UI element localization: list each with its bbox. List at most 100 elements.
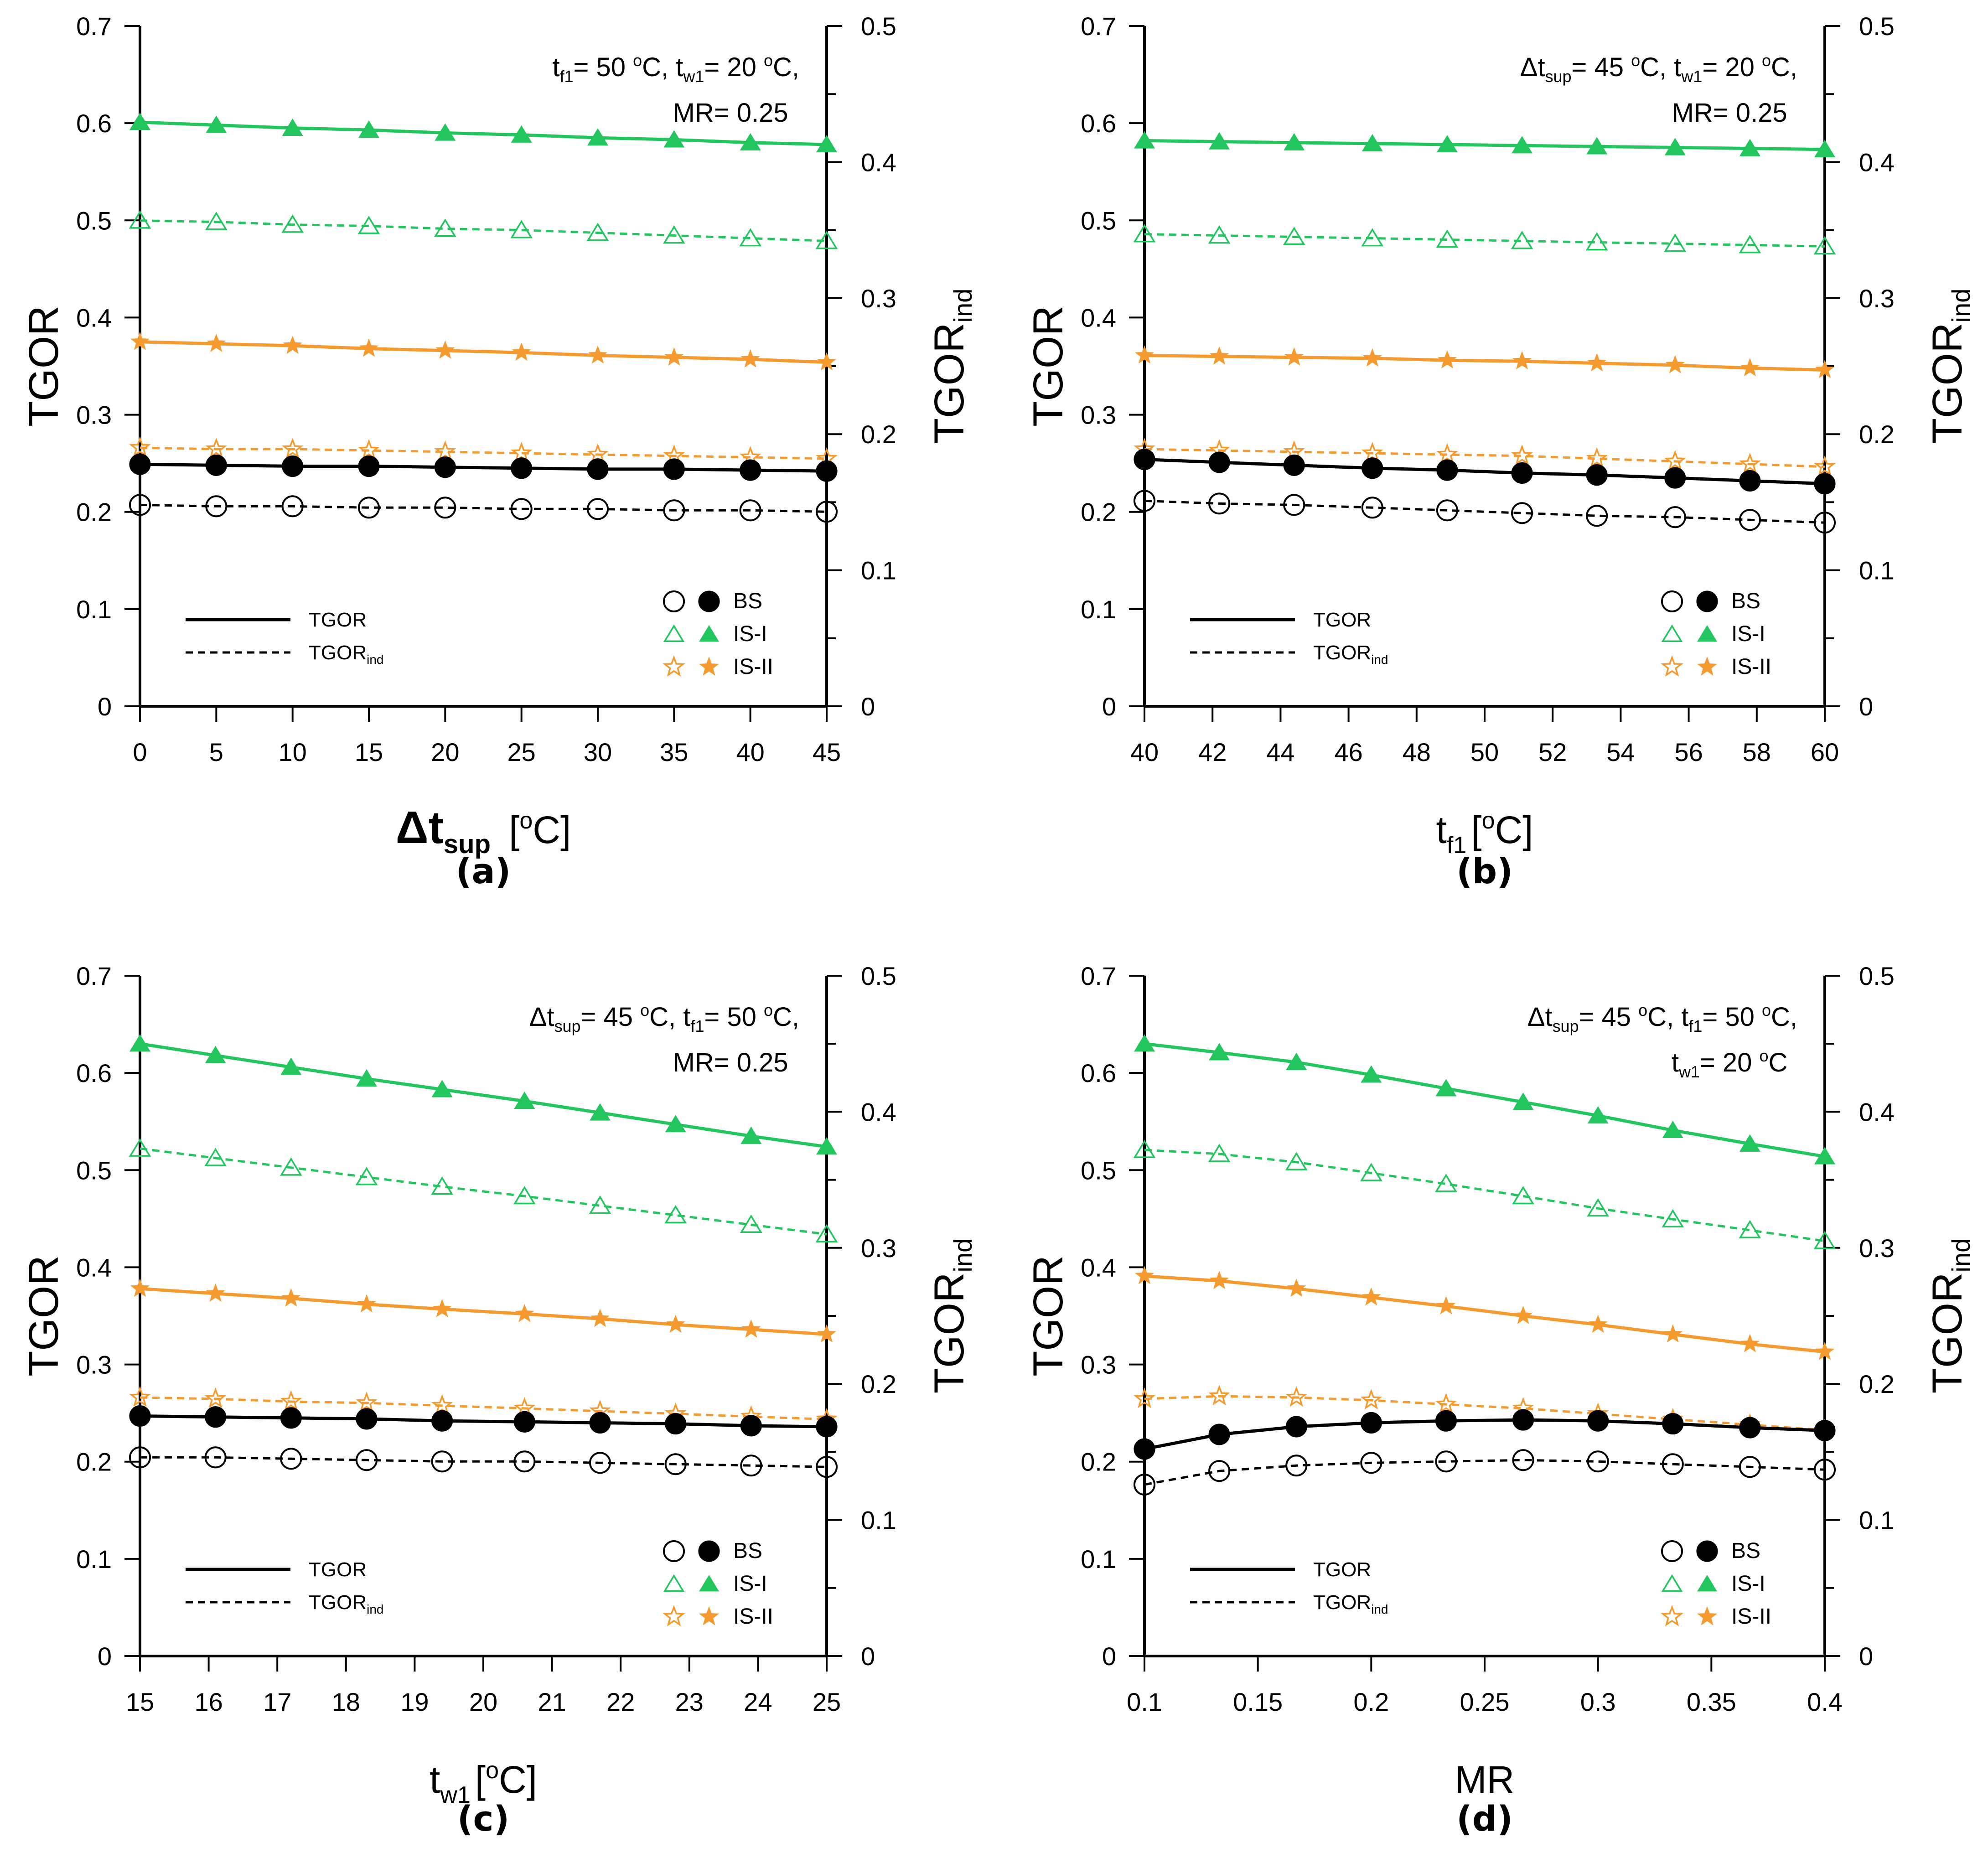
y-tick-label: 0.2 (1081, 1448, 1116, 1476)
data-point (1586, 505, 1608, 527)
x-tick-label: 0.25 (1460, 1687, 1510, 1716)
y2-tick-label: 0.1 (861, 1506, 896, 1535)
data-point (1739, 1134, 1760, 1152)
y2-axis-label: TGORind (1924, 1238, 1975, 1394)
superscript: o (1762, 51, 1771, 70)
y-tick-label: 0.1 (76, 595, 112, 624)
data-point (1283, 227, 1305, 245)
y-tick-label: 0.3 (1081, 401, 1116, 430)
annotation-text: = 45 (1572, 52, 1631, 82)
y2-tick-label: 0 (861, 692, 875, 721)
data-point (1362, 1287, 1381, 1306)
data-point (1587, 1410, 1609, 1432)
data-point (434, 440, 456, 461)
series-bs-tgor (129, 1405, 838, 1438)
data-point (434, 497, 456, 519)
data-point (586, 498, 609, 520)
y-tick-label: 0.1 (1081, 1545, 1116, 1573)
data-point (666, 1315, 685, 1333)
data-point (1512, 1092, 1534, 1110)
data-point (1362, 457, 1383, 479)
legend-marker-filled (699, 625, 719, 642)
x-tick-label: 16 (194, 1687, 223, 1716)
panel-title: (b) (1456, 851, 1513, 891)
x-axis-label-main: Δt (396, 802, 444, 853)
data-point (1285, 1152, 1308, 1170)
y-tick-label: 0.3 (76, 401, 112, 430)
data-point (1360, 1452, 1382, 1474)
data-point (1740, 1334, 1760, 1352)
data-point (206, 1283, 225, 1302)
legend-label-sub: ind (367, 1602, 383, 1616)
x-tick-label: 35 (660, 738, 688, 766)
data-point (513, 1411, 535, 1433)
series-line (1144, 1418, 1825, 1451)
annotation-text: t (1672, 1048, 1679, 1077)
data-point (204, 1148, 227, 1166)
annotation-text: C, t (649, 1002, 690, 1032)
data-point (280, 1448, 302, 1470)
data-point (1208, 451, 1230, 473)
x-axis-label-unit-end: C] (499, 1758, 537, 1801)
x-tick-label: 15 (355, 738, 383, 766)
x-tick-label: 20 (431, 738, 459, 766)
data-point (1284, 347, 1304, 366)
data-point (435, 340, 455, 359)
data-point (1134, 449, 1155, 471)
data-point (1133, 490, 1156, 512)
y2-tick-label: 0.1 (1859, 1506, 1895, 1535)
data-point (435, 123, 456, 141)
legend-label-is-i: IS-I (1731, 1572, 1765, 1596)
annotation-text: C, (773, 1002, 799, 1032)
data-point (1511, 231, 1533, 249)
series-is-ii-tgor (130, 331, 837, 371)
data-point (129, 1405, 151, 1427)
data-point (1814, 1419, 1836, 1442)
data-point (431, 1410, 453, 1432)
chart-panel-a: 0 5 10 15 20 25 30 35 40 45 0 0.1 0.2 0.3 0.4 0.5 0.6 0.7… (21, 12, 977, 891)
data-point (431, 1394, 453, 1415)
y2-tick-label: 0.2 (861, 1370, 896, 1398)
data-point (1437, 350, 1457, 369)
series-line (140, 219, 827, 242)
legend-marker-filled (1696, 590, 1718, 612)
legend-marker-open (663, 590, 685, 613)
legend-label-main: TGOR (1313, 642, 1371, 664)
data-point (665, 1115, 686, 1133)
legend-marker-open (1661, 1605, 1683, 1627)
data-point (1814, 140, 1836, 157)
legend-label-tgor: TGOR (309, 609, 367, 631)
panel-title: (c) (457, 1798, 510, 1839)
data-point (816, 1416, 838, 1438)
data-point (204, 1387, 227, 1408)
data-point (207, 333, 226, 352)
data-point (1285, 1416, 1307, 1438)
annotation-text: C, (773, 52, 799, 82)
data-point (431, 1450, 453, 1473)
y2-tick-label: 0 (1859, 1642, 1873, 1671)
data-point (205, 212, 228, 230)
data-point (1436, 229, 1459, 248)
legend-marker-open (663, 1574, 685, 1592)
annotation-text: C, t (642, 52, 683, 82)
data-point (1285, 1386, 1307, 1407)
data-point (129, 1138, 151, 1157)
y2-tick-label: 0.5 (861, 962, 896, 990)
data-point (1208, 225, 1231, 244)
y-tick-label: 0.4 (1081, 1253, 1116, 1282)
annotation-text: = 50 (1702, 1002, 1762, 1032)
series-is-i-tgor (1134, 1034, 1836, 1165)
data-point (1283, 454, 1305, 476)
series-is-i-tgor (1134, 131, 1836, 157)
data-point (281, 438, 304, 459)
data-point (1664, 450, 1686, 471)
data-point (205, 495, 228, 518)
data-point (513, 1450, 536, 1473)
y2-axis-label-main: TGOR (1924, 1272, 1971, 1393)
legend-label-is-ii: IS-II (733, 655, 773, 679)
data-point (588, 345, 608, 364)
legend-label-main: TGOR (309, 642, 367, 664)
y2-axis-label: TGORind (926, 289, 977, 444)
data-point (740, 1214, 762, 1233)
